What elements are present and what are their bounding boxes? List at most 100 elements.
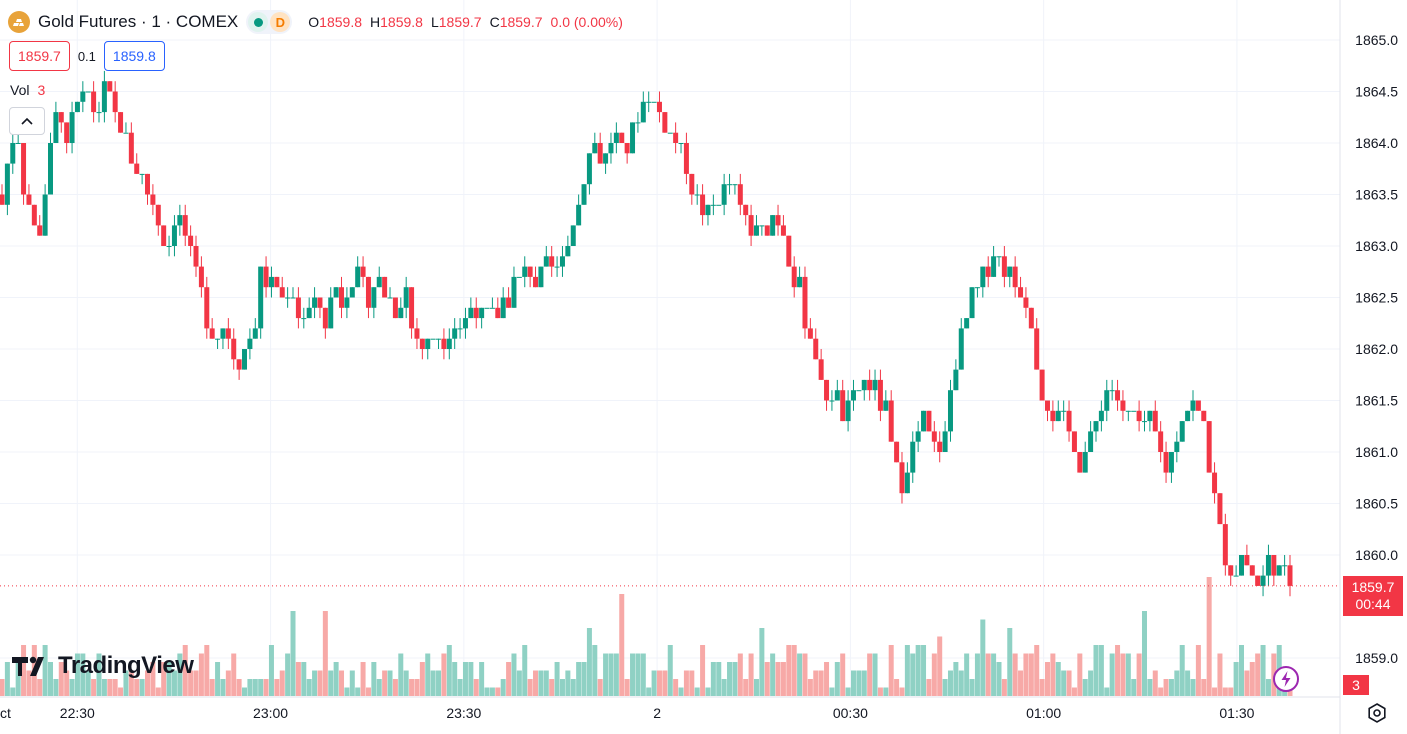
symbol-title[interactable]: Gold Futures · 1 · COMEX	[38, 12, 239, 31]
candle-body	[452, 328, 458, 339]
candle-body	[123, 132, 129, 134]
candle-body	[1163, 452, 1169, 473]
volume-bar	[689, 670, 695, 696]
candle-body	[177, 215, 183, 226]
candle-body	[867, 379, 873, 391]
volume-bar	[533, 670, 539, 696]
settings-icon[interactable]	[1366, 702, 1388, 724]
candle-body	[937, 441, 943, 452]
volume-bar	[198, 653, 204, 696]
volume-bar	[1217, 653, 1223, 696]
volume-bar	[419, 662, 425, 696]
candle-body	[586, 153, 592, 185]
volume-bar	[317, 670, 323, 696]
candle-body	[53, 112, 59, 143]
candle-body	[263, 266, 269, 288]
candle-body	[74, 101, 80, 113]
volume-bar	[430, 670, 436, 696]
volume-bar	[743, 679, 749, 696]
candle-body	[1071, 431, 1077, 452]
candle-body	[732, 184, 738, 186]
candle-body	[818, 359, 824, 380]
volume-bar	[861, 670, 867, 696]
candle-body	[603, 153, 609, 164]
candle-body	[242, 349, 248, 370]
volume-bar	[1093, 645, 1099, 696]
candle-body	[1179, 421, 1185, 442]
candle-body	[155, 204, 161, 226]
volume-bar	[624, 679, 630, 696]
candle-body	[1201, 410, 1207, 422]
collapse-legend-button[interactable]	[9, 107, 45, 135]
market-open-icon	[248, 12, 269, 32]
volume-bar	[74, 653, 80, 696]
y-tick-label: 1862.0	[1355, 341, 1398, 357]
volume-bar	[1206, 577, 1212, 696]
candle-body	[1174, 441, 1180, 452]
candle-body	[1190, 400, 1196, 411]
sell-button[interactable]: 1859.7	[9, 41, 70, 71]
candle-body	[462, 318, 468, 329]
volume-bar	[10, 687, 16, 696]
candle-body	[1287, 565, 1293, 586]
candle-body	[306, 307, 312, 319]
spread-value: 0.1	[77, 48, 96, 64]
volume-bar	[549, 679, 555, 696]
candle-body	[1104, 390, 1110, 411]
candle-body	[543, 256, 549, 267]
volume-bar	[1233, 662, 1239, 696]
candle-body	[392, 297, 398, 319]
candle-body	[495, 307, 501, 319]
candle-body	[1088, 431, 1094, 452]
volume-bar	[145, 670, 151, 696]
candle-body	[1023, 297, 1029, 308]
volume-bar	[446, 645, 452, 696]
candle-body	[1195, 400, 1201, 411]
volume-bar	[15, 662, 21, 696]
volume-bar	[1039, 679, 1045, 696]
candle-body	[42, 194, 48, 236]
candle-body	[382, 276, 388, 298]
y-tick-label: 1859.0	[1355, 650, 1398, 666]
volume-bar	[26, 670, 32, 696]
lightning-icon[interactable]	[1272, 665, 1300, 693]
volume-bar	[441, 653, 447, 696]
volume-bar	[500, 679, 506, 696]
tradingview-logo[interactable]: TradingView	[12, 652, 194, 680]
volume-bar	[608, 653, 614, 696]
candle-body	[1039, 369, 1045, 401]
volume-bar	[53, 679, 59, 696]
buy-button[interactable]: 1859.8	[103, 41, 165, 71]
candle-body	[215, 338, 221, 340]
volume-bar	[1018, 670, 1024, 696]
volume-bar	[527, 679, 533, 696]
volume-bar	[683, 670, 689, 696]
volume-bar	[565, 670, 571, 696]
candle-body	[188, 235, 194, 246]
volume-bar	[651, 670, 657, 696]
volume-bar	[425, 653, 431, 696]
candle-body	[624, 143, 630, 154]
change-value: 0.0 (0.00%)	[550, 14, 623, 30]
volume-bar	[182, 645, 188, 696]
volume-bar	[150, 662, 156, 696]
volume-bar	[759, 628, 765, 696]
volume-bar	[969, 679, 975, 696]
volume-bar	[921, 645, 927, 696]
candle-body	[710, 204, 716, 206]
volume-bar	[603, 653, 609, 696]
volume-bar	[1174, 670, 1180, 696]
candle-body	[845, 400, 851, 422]
candle-body	[198, 266, 204, 288]
market-status-pill[interactable]: D	[246, 10, 293, 34]
volume-bar	[710, 662, 716, 696]
candle-body	[894, 441, 900, 463]
candle-body	[1152, 410, 1158, 432]
volume-bar	[91, 679, 97, 696]
volume-bar	[21, 645, 27, 696]
volume-bar	[1028, 653, 1034, 696]
volume-bar	[791, 645, 797, 696]
volume-bar	[473, 679, 479, 696]
candle-body	[559, 256, 565, 267]
